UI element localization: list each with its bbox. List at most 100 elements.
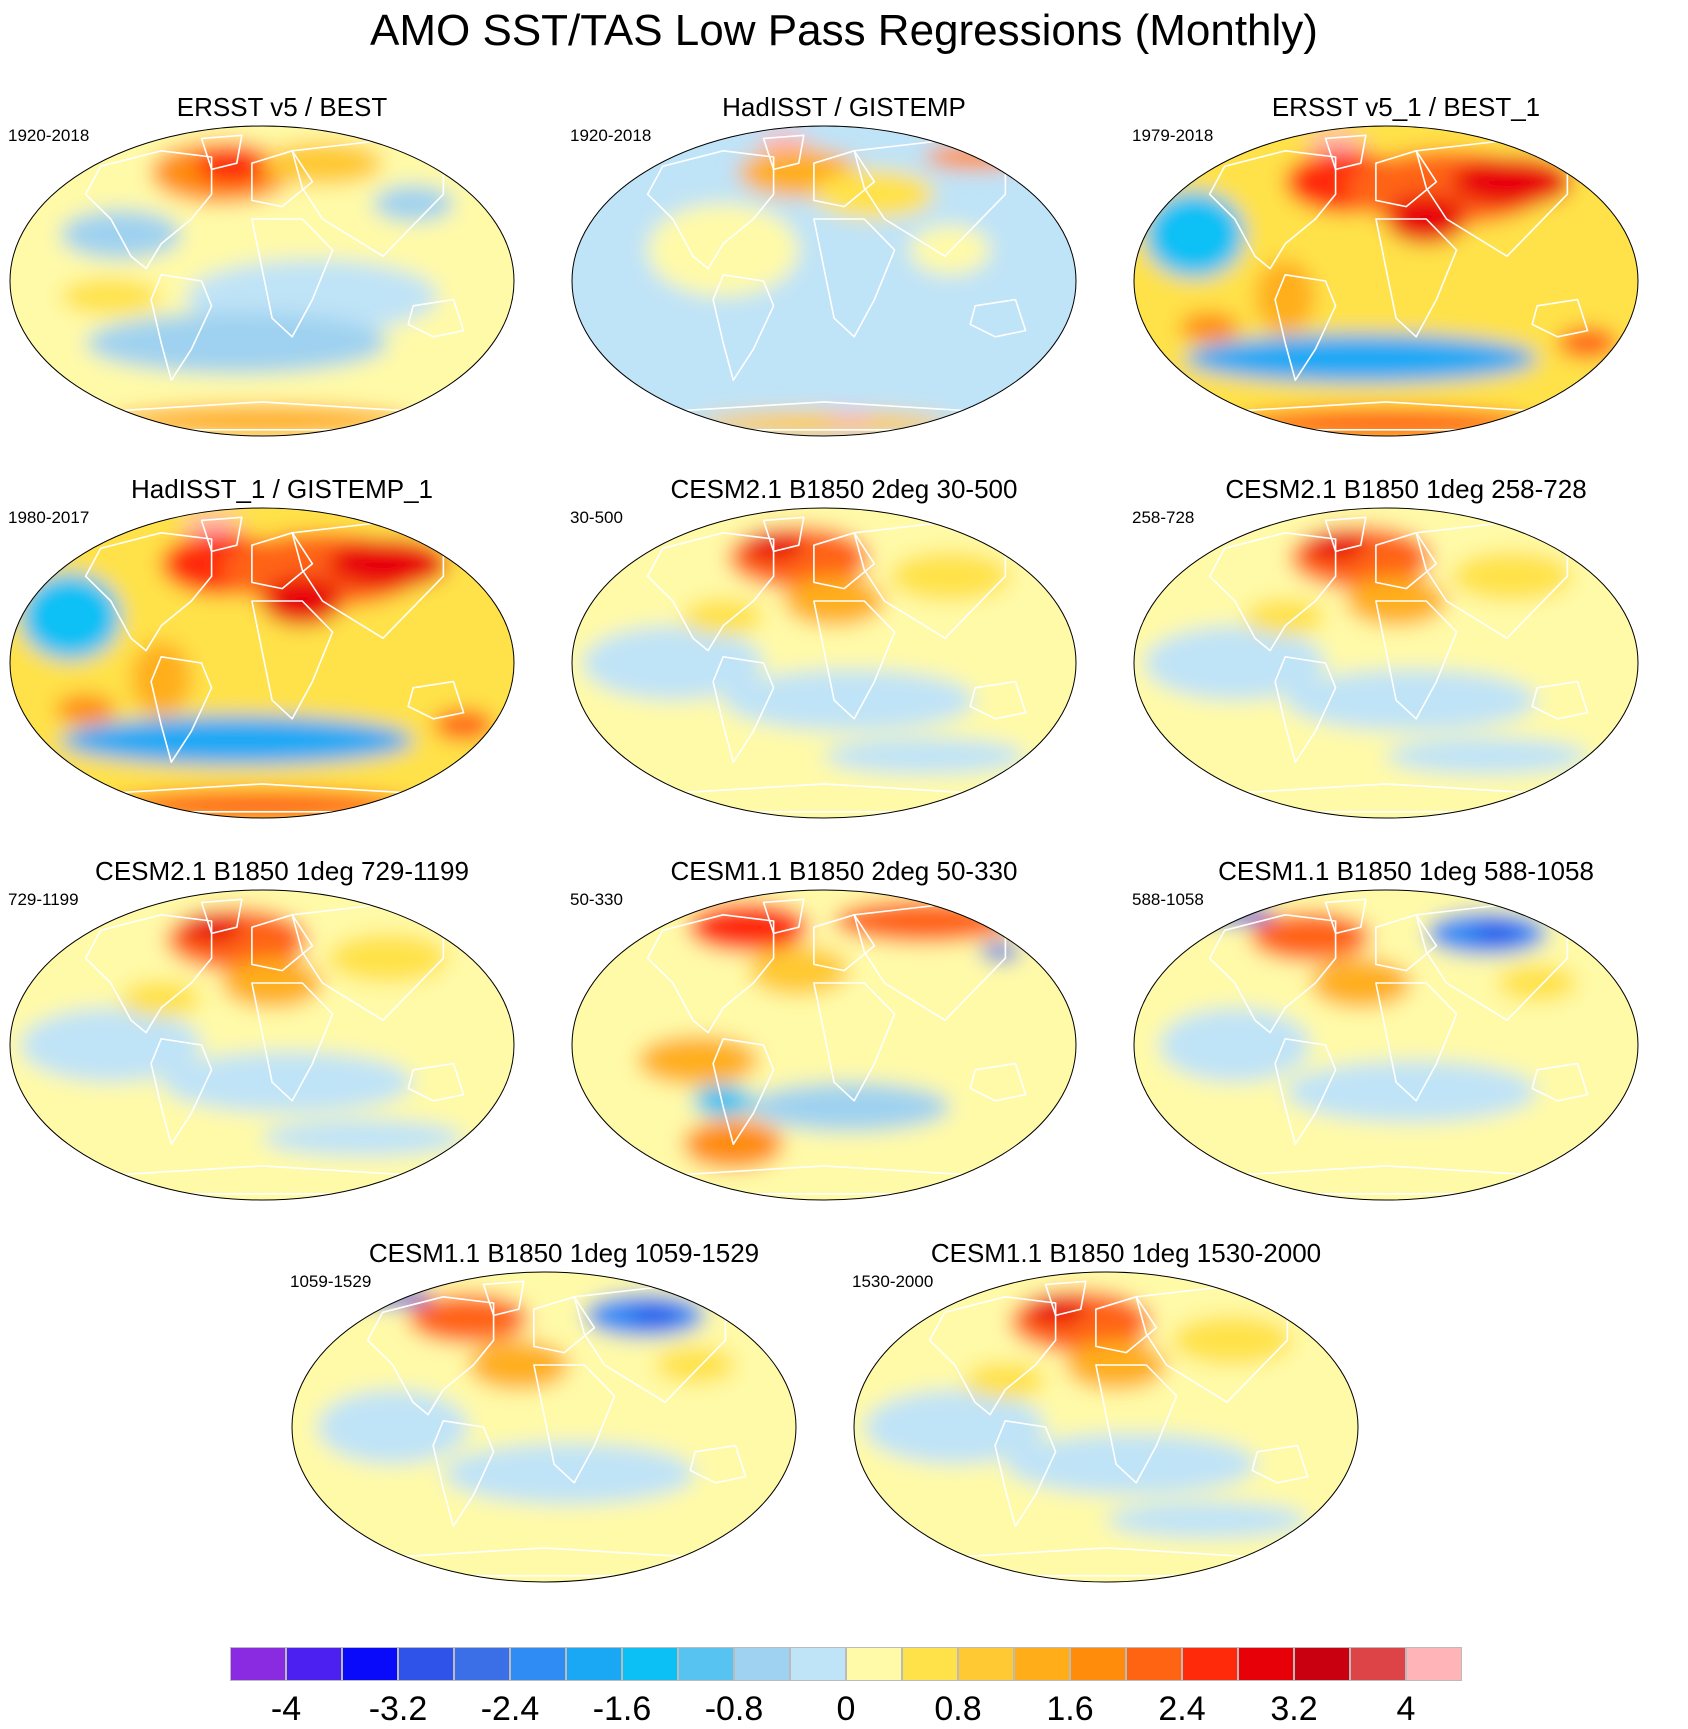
colorbar-swatch: [846, 1647, 902, 1681]
field-region: [443, 1442, 696, 1505]
field-region: [372, 184, 454, 223]
colorbar: [230, 1647, 1462, 1681]
colorbar-swatch: [790, 1647, 846, 1681]
field-region: [1254, 259, 1316, 334]
map-panel: CESM2.1 B1850 1deg 258-728 258-728: [1124, 474, 1688, 863]
coastline-greenland: [200, 898, 243, 935]
colorbar-swatch: [734, 1647, 790, 1681]
field-region: [824, 411, 875, 424]
coastline-europe: [251, 149, 314, 208]
field-region: [1496, 964, 1578, 1002]
coastline-africa: [1375, 218, 1458, 338]
coastline-southAmerica: [712, 1038, 775, 1146]
coastline-europe: [533, 1295, 596, 1354]
coastline-southAmerica: [1274, 274, 1337, 382]
colorbar-swatch: [1406, 1647, 1462, 1681]
map-plot: [1133, 125, 1639, 437]
coastline-northAmerica: [84, 531, 213, 652]
panel-period: 1980-2017: [8, 508, 90, 527]
panel-period: 1920-2018: [8, 126, 90, 145]
field-region: [637, 1035, 759, 1086]
coastline-australia: [407, 1062, 465, 1102]
map-border: [571, 507, 1077, 819]
field-region: [964, 1361, 1046, 1400]
coastline-europe: [1375, 149, 1438, 208]
colorbar-swatch: [1070, 1647, 1126, 1681]
colorbar-tick-label: -0.8: [704, 1690, 764, 1728]
field-region: [687, 902, 809, 952]
field-region: [813, 169, 935, 219]
field-region: [161, 1051, 414, 1114]
coastline-australia: [969, 680, 1027, 720]
colorbar-swatch: [958, 1647, 1014, 1681]
colorbar-swatch: [510, 1647, 566, 1681]
coastline-southAmerica: [150, 274, 213, 382]
coastline-europe: [813, 913, 876, 972]
panel-period: 1059-1529: [290, 1272, 372, 1291]
map-plot: [571, 889, 1077, 1201]
coastline-southAmerica: [150, 1038, 213, 1146]
field-region: [468, 1340, 570, 1390]
map-panel: CESM1.1 B1850 1deg 1530-2000 1530-2000: [844, 1238, 1408, 1627]
field-region: [327, 539, 449, 589]
field-region: [1159, 1007, 1311, 1083]
field-region: [698, 411, 950, 436]
map-border: [571, 889, 1077, 1201]
field-region: [1557, 327, 1618, 359]
colorbar-swatch: [1126, 1647, 1182, 1681]
field-region: [629, 1306, 681, 1325]
coastline-europe: [813, 531, 876, 590]
field-region: [572, 890, 1076, 1200]
coastline-australia: [407, 298, 465, 338]
coastline-australia: [689, 1444, 747, 1484]
coastline-greenland: [1324, 516, 1367, 553]
colorbar-tick-label: 4: [1396, 1690, 1416, 1728]
coastline-southAmerica: [712, 274, 775, 382]
map-border: [1133, 507, 1639, 819]
field-region: [1285, 669, 1538, 732]
panel-period: 30-500: [570, 508, 623, 527]
colorbar-swatch: [622, 1647, 678, 1681]
field-region: [317, 1389, 469, 1465]
panel-period: 1530-2000: [852, 1272, 934, 1291]
field-region: [55, 694, 116, 725]
coastline-northAmerica: [646, 913, 775, 1034]
page-title: AMO SST/TAS Low Pass Regressions (Monthl…: [370, 6, 1318, 55]
field-region: [1106, 1501, 1308, 1539]
map-border: [1133, 889, 1639, 1201]
coastline-africa: [813, 600, 896, 720]
map-panel: HadISST_1 / GISTEMP_1 1980-2017: [0, 474, 564, 863]
coastline-northAmerica: [646, 531, 775, 652]
field-region: [292, 1272, 796, 1582]
field-region: [1244, 597, 1326, 636]
panel-title: CESM2.1 B1850 2deg 30-500: [670, 474, 1018, 504]
coastline-southAmerica: [432, 1420, 495, 1528]
coastline-australia: [1531, 298, 1589, 338]
panel-title: CESM2.1 B1850 1deg 258-728: [1225, 474, 1587, 504]
colorbar-tick-label: 1.6: [1046, 1690, 1094, 1728]
field-region: [758, 132, 809, 151]
colorbar-tick-label: -2.4: [480, 1690, 540, 1728]
field-region: [327, 933, 449, 983]
map-plot: [1133, 507, 1639, 819]
coastline-europe: [813, 149, 876, 208]
coastline-australia: [1251, 1444, 1309, 1484]
coastline-australia: [407, 680, 465, 720]
field-region: [60, 209, 182, 260]
coastline-greenland: [1044, 1280, 1087, 1317]
map-plot: [853, 1271, 1359, 1583]
coastline-africa: [251, 600, 334, 720]
panel-title: ERSST v5_1 / BEST_1: [1271, 92, 1541, 122]
coastline-greenland: [762, 516, 805, 553]
field-region: [110, 405, 414, 436]
coastline-southAmerica: [994, 1420, 1057, 1528]
field-region: [1184, 333, 1538, 384]
coastline-australia: [1531, 680, 1589, 720]
map-panel: CESM1.1 B1850 2deg 50-330 50-330: [562, 856, 1126, 1245]
colorbar-swatch: [1350, 1647, 1406, 1681]
coastline-northAmerica: [84, 913, 213, 1034]
field-region: [1471, 924, 1523, 943]
colorbar-swatch: [454, 1647, 510, 1681]
map-border: [853, 1271, 1359, 1583]
coastline-northAmerica: [366, 1295, 495, 1416]
